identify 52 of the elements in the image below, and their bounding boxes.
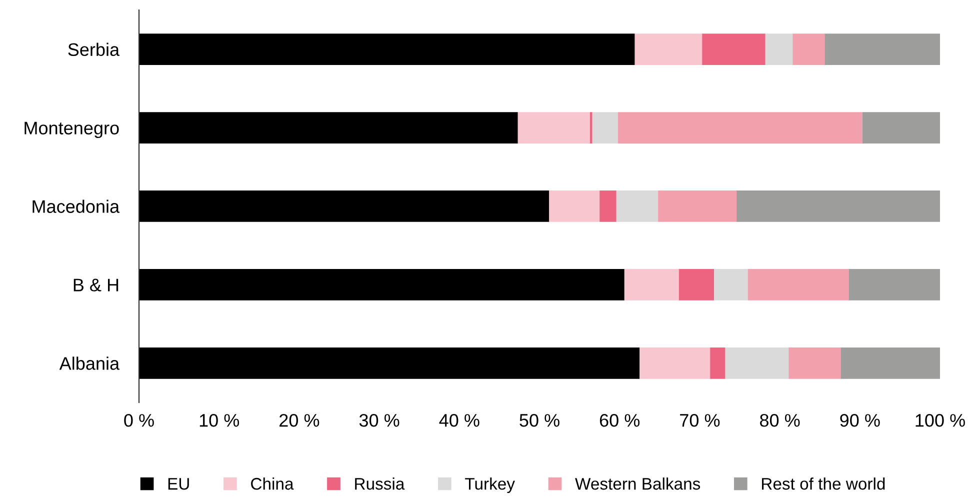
y-tick-label: B & H [74, 278, 118, 292]
bar [658, 190, 737, 222]
bar [616, 190, 658, 222]
bar [765, 34, 793, 65]
x-tick-label: 60 % [600, 414, 640, 427]
legend-label: EU [168, 478, 189, 490]
bar [640, 347, 710, 379]
x-tick-label: 20 % [280, 414, 320, 427]
x-tick-label: 10 % [200, 414, 240, 427]
bar [139, 34, 635, 65]
bar [634, 34, 702, 65]
y-tick-label: Macedonia [32, 200, 120, 213]
bar [862, 112, 940, 144]
bar [678, 269, 714, 300]
legend-label: Russia [355, 477, 405, 490]
x-tick-label: 30 % [359, 414, 400, 427]
y-tick-label: Montenegro [24, 122, 119, 138]
bar [590, 112, 592, 144]
bar [840, 347, 940, 379]
legend-label: China [251, 477, 294, 490]
x-tick-label: 90 % [840, 414, 880, 427]
x-tick-label: 50 % [520, 414, 560, 427]
y-tick-label: Albania [59, 356, 120, 370]
bar [518, 112, 590, 144]
bar [725, 347, 789, 379]
bar [824, 34, 940, 65]
x-tick-label: 80 % [760, 414, 800, 427]
bar [600, 190, 616, 222]
bar [748, 269, 849, 300]
bar [549, 190, 600, 222]
bar [788, 347, 841, 379]
legend-label: Turkey [465, 477, 515, 494]
x-tick-label: 100 % [916, 414, 965, 427]
bar [139, 112, 518, 144]
x-tick-label: 70 % [680, 414, 720, 427]
legend-label: Western Balkans [575, 477, 700, 490]
bar [139, 269, 624, 300]
x-tick-label: 0 % [124, 414, 154, 427]
bar [702, 34, 766, 65]
bar [848, 269, 940, 300]
x-tick-label: 40 % [439, 414, 480, 427]
bar [714, 269, 748, 300]
legend-label: Rest of the world [762, 477, 885, 490]
bar [618, 112, 862, 144]
bar [736, 190, 940, 222]
y-tick-label: Serbia [68, 42, 120, 56]
bar [624, 269, 679, 300]
bar [139, 347, 640, 379]
bar [592, 112, 618, 144]
bar [792, 34, 825, 65]
bar [139, 190, 550, 222]
bar [710, 347, 726, 379]
